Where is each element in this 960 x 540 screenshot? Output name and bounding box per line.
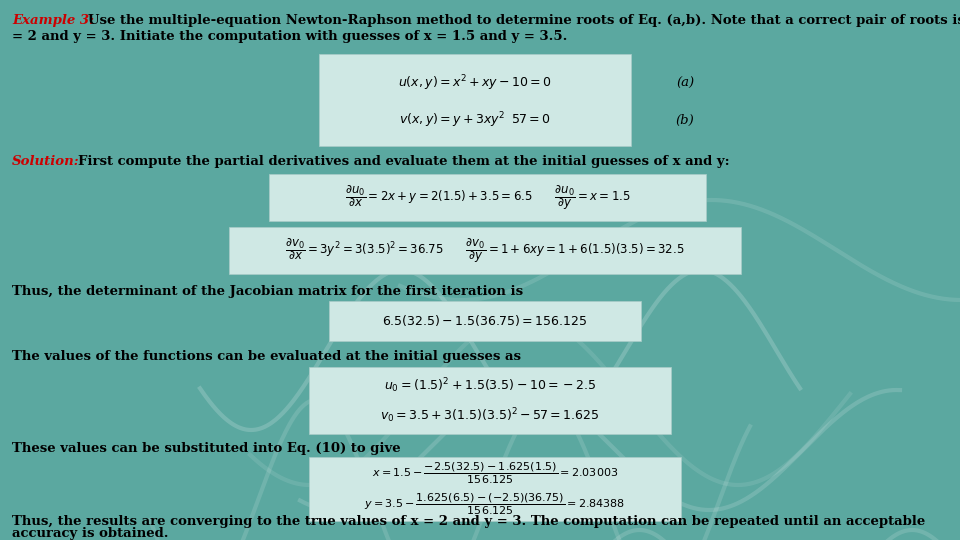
FancyBboxPatch shape	[229, 227, 741, 274]
Text: (a): (a)	[676, 77, 694, 90]
Text: First compute the partial derivatives and evaluate them at the initial guesses o: First compute the partial derivatives an…	[78, 155, 730, 168]
Text: These values can be substituted into Eq. (10) to give: These values can be substituted into Eq.…	[12, 442, 400, 455]
Text: $\dfrac{\partial v_0}{\partial x} = 3y^2 = 3(3.5)^2 = 36.75\qquad\dfrac{\partial: $\dfrac{\partial v_0}{\partial x} = 3y^2…	[285, 236, 684, 265]
FancyBboxPatch shape	[269, 174, 706, 221]
Text: $\dfrac{\partial u_0}{\partial x} = 2x + y = 2(1.5) + 3.5 = 6.5\qquad\dfrac{\par: $\dfrac{\partial u_0}{\partial x} = 2x +…	[345, 183, 631, 212]
Text: $x = 1.5 - \dfrac{-2.5(32.5) - 1.625(1.5)}{156.125} = 2.03003$: $x = 1.5 - \dfrac{-2.5(32.5) - 1.625(1.5…	[372, 461, 618, 486]
Text: Thus, the determinant of the Jacobian matrix for the first iteration is: Thus, the determinant of the Jacobian ma…	[12, 285, 523, 298]
Text: Example 3:: Example 3:	[12, 14, 94, 27]
Text: = 2 and y = 3. Initiate the computation with guesses of x = 1.5 and y = 3.5.: = 2 and y = 3. Initiate the computation …	[12, 30, 567, 43]
Text: Thus, the results are converging to the true values of x = 2 and y = 3. The comp: Thus, the results are converging to the …	[12, 515, 925, 528]
FancyBboxPatch shape	[309, 367, 671, 434]
Text: $u(x, y) = x^2 + xy - 10 = 0$: $u(x, y) = x^2 + xy - 10 = 0$	[398, 73, 552, 93]
Text: $v_0 = 3.5 + 3(1.5)(3.5)^2 - 57 = 1.625$: $v_0 = 3.5 + 3(1.5)(3.5)^2 - 57 = 1.625$	[380, 406, 600, 425]
Text: $6.5(32.5) - 1.5(36.75) = 156.125$: $6.5(32.5) - 1.5(36.75) = 156.125$	[382, 314, 588, 328]
Text: The values of the functions can be evaluated at the initial guesses as: The values of the functions can be evalu…	[12, 350, 521, 363]
FancyBboxPatch shape	[309, 457, 681, 521]
Text: accuracy is obtained.: accuracy is obtained.	[12, 527, 169, 540]
FancyBboxPatch shape	[329, 301, 641, 341]
Text: $v(x, y) = y + 3xy^2\;\; 57 = 0$: $v(x, y) = y + 3xy^2\;\; 57 = 0$	[399, 110, 551, 130]
Text: Use the multiple-equation Newton-Raphson method to determine roots of Eq. (a,b).: Use the multiple-equation Newton-Raphson…	[88, 14, 960, 27]
Text: $y = 3.5 - \dfrac{1.625(6.5) - (-2.5)(36.75)}{156.125} = 2.84388$: $y = 3.5 - \dfrac{1.625(6.5) - (-2.5)(36…	[365, 492, 626, 517]
Text: $u_0 = (1.5)^2 + 1.5(3.5) - 10 = -2.5$: $u_0 = (1.5)^2 + 1.5(3.5) - 10 = -2.5$	[384, 376, 596, 395]
FancyBboxPatch shape	[319, 54, 631, 146]
Text: Solution:: Solution:	[12, 155, 80, 168]
Text: (b): (b)	[676, 113, 694, 126]
